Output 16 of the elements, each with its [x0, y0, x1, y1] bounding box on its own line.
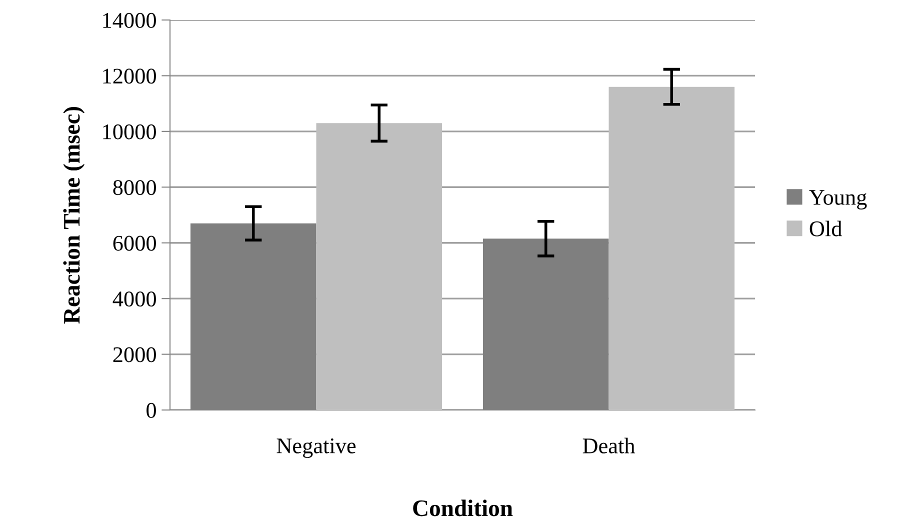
- y-tick-label: 8000: [113, 180, 156, 196]
- bar: [316, 123, 442, 410]
- x-axis-title: Condition: [413, 500, 513, 516]
- y-tick-label: 14000: [103, 12, 156, 28]
- x-tick-label: Death: [582, 438, 635, 454]
- y-tick-label: 10000: [103, 124, 156, 140]
- bar: [608, 86, 735, 410]
- legend-label: Old: [810, 220, 842, 236]
- y-axis-title: Reaction Time (msec): [63, 106, 85, 324]
- y-tick-label: 12000: [103, 68, 156, 84]
- x-tick-label: Negative: [276, 438, 356, 458]
- y-tick-label: 6000: [113, 236, 156, 251]
- y-tick-label: 0: [146, 402, 156, 418]
- y-tick-label: 4000: [112, 292, 156, 306]
- y-tick-label: 2000: [113, 347, 156, 362]
- legend-label: Young: [809, 190, 867, 210]
